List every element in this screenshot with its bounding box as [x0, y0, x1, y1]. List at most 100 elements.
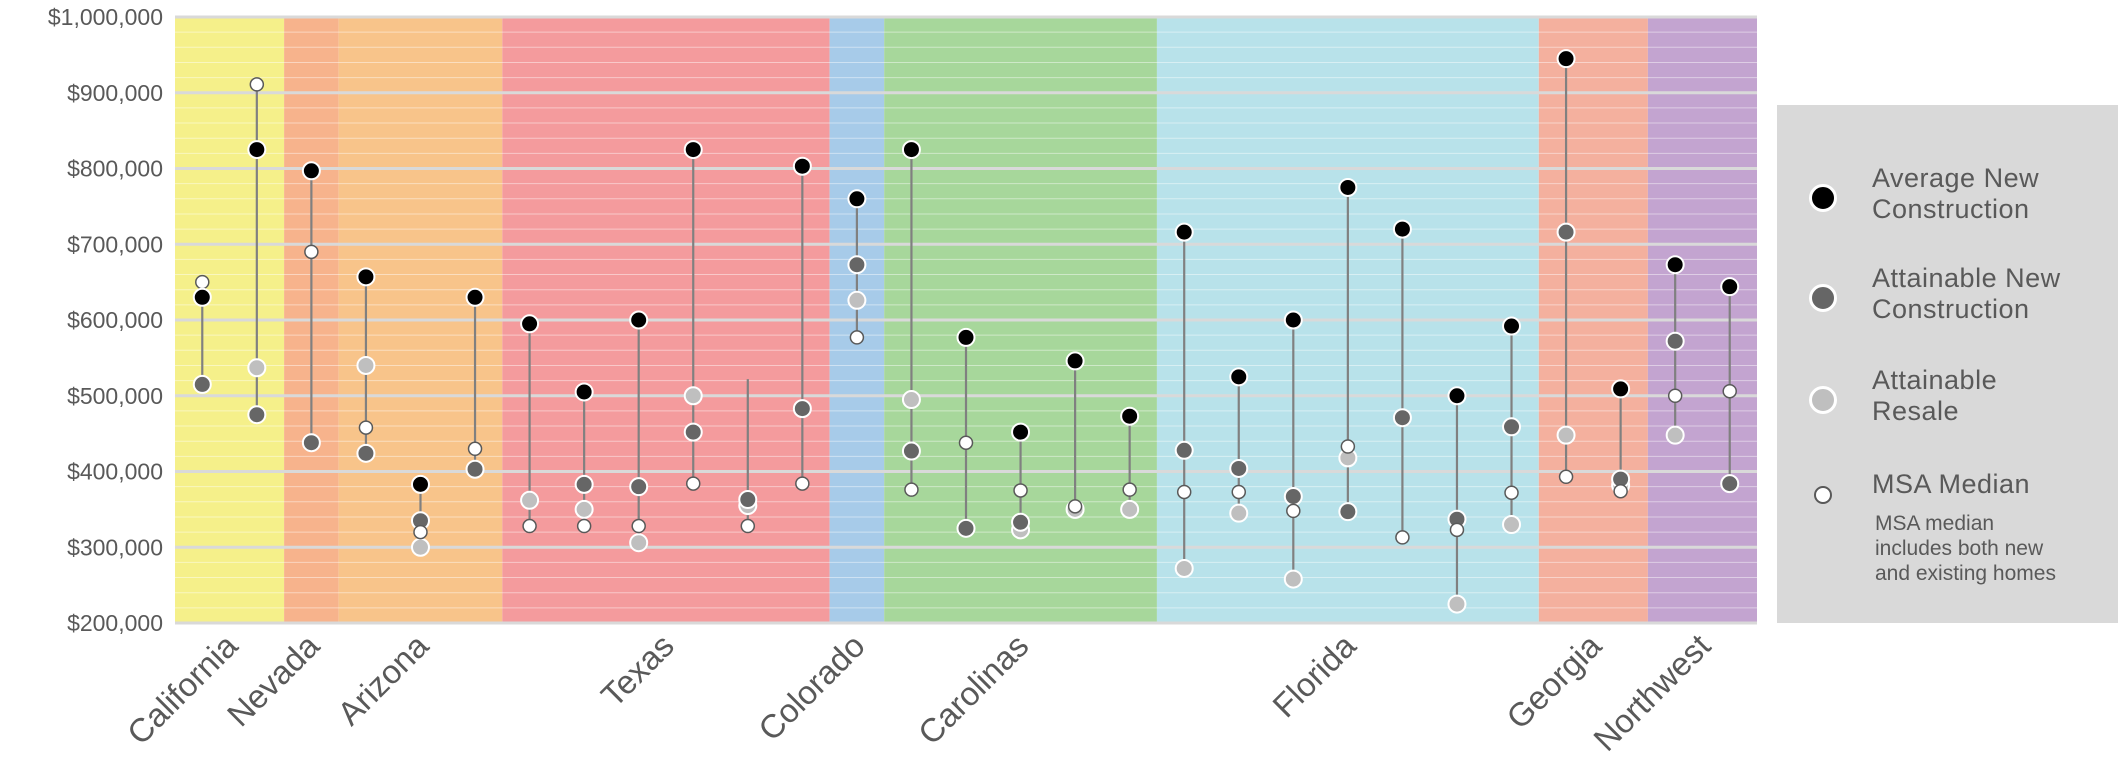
y-tick-label: $600,000: [67, 307, 163, 333]
legend-note: MSA median includes both new and existin…: [1875, 511, 2110, 586]
point-attainable-resale: [247, 358, 267, 378]
point-msa-median: [849, 330, 865, 345]
point-attainable-new-construction: [1011, 512, 1031, 532]
legend-label-line: Attainable: [1872, 365, 1998, 395]
point-average-new-construction: [1065, 351, 1085, 371]
region-label-california: California: [120, 626, 245, 751]
point-msa-median: [904, 482, 919, 497]
point-average-new-construction: [629, 310, 649, 330]
point-average-new-construction: [847, 189, 867, 209]
point-average-new-construction: [1720, 277, 1740, 297]
point-attainable-new-construction: [1174, 440, 1194, 460]
point-msa-median: [958, 435, 974, 450]
point-msa-median: [249, 77, 265, 92]
point-msa-median: [358, 420, 374, 435]
point-attainable-new-construction: [301, 433, 321, 453]
point-average-new-construction: [1392, 219, 1412, 239]
legend-note-line: and existing homes: [1875, 562, 2056, 585]
point-attainable-resale: [520, 490, 540, 510]
point-msa-median: [1504, 485, 1519, 500]
point-attainable-resale: [574, 499, 594, 519]
point-average-new-construction: [192, 287, 212, 307]
point-msa-median: [1231, 484, 1247, 500]
point-msa-median: [740, 518, 756, 534]
point-msa-median: [795, 476, 810, 491]
point-msa-median: [304, 244, 319, 260]
point-average-new-construction: [247, 140, 267, 160]
point-attainable-resale: [901, 390, 921, 410]
y-tick-label: $900,000: [67, 80, 163, 106]
legend-note-line: includes both new: [1875, 537, 2044, 560]
point-msa-median: [1395, 530, 1410, 545]
point-average-new-construction: [1174, 222, 1194, 242]
region-label-nevada: Nevada: [220, 626, 327, 733]
point-msa-median: [1176, 484, 1192, 500]
point-average-new-construction: [1283, 310, 1303, 330]
legend-label-line: Attainable New: [1872, 263, 2061, 293]
legend-marker-msa-median: [1814, 486, 1832, 504]
point-attainable-resale: [1665, 425, 1685, 445]
point-msa-median: [1613, 483, 1628, 499]
y-tick-label: $200,000: [67, 610, 163, 636]
point-average-new-construction: [1611, 379, 1631, 399]
point-attainable-resale: [410, 537, 430, 557]
region-label-georgia: Georgia: [1499, 626, 1609, 736]
point-average-new-construction: [356, 267, 376, 287]
region-label-texas: Texas: [594, 627, 681, 714]
point-average-new-construction: [1502, 316, 1522, 336]
y-tick-label: $700,000: [67, 231, 163, 257]
point-average-new-construction: [1229, 367, 1249, 387]
point-msa-median: [522, 518, 537, 534]
y-tick-label: $400,000: [67, 459, 163, 485]
point-attainable-new-construction: [465, 459, 485, 479]
legend: Average New Construction Attainable New …: [1777, 105, 2118, 623]
region-label-carolinas: Carolinas: [911, 627, 1036, 752]
region-label-arizona: Arizona: [330, 626, 436, 732]
region-label-northwest: Northwest: [1586, 627, 1717, 758]
point-attainable-resale: [1120, 499, 1140, 519]
legend-label-attainable-new-construction: Attainable New Construction: [1872, 263, 2061, 325]
point-average-new-construction: [1556, 49, 1576, 69]
point-msa-median: [195, 274, 210, 290]
y-tick-label: $500,000: [67, 383, 163, 409]
point-attainable-new-construction: [1720, 474, 1740, 494]
point-attainable-new-construction: [1502, 417, 1522, 437]
point-average-new-construction: [792, 156, 812, 176]
point-average-new-construction: [683, 140, 703, 160]
point-msa-median: [685, 476, 701, 491]
point-msa-median: [1067, 499, 1083, 514]
point-attainable-new-construction: [1665, 331, 1685, 351]
point-attainable-new-construction: [629, 477, 649, 497]
point-attainable-resale: [1174, 558, 1194, 578]
point-attainable-resale: [847, 290, 867, 310]
legend-marker-average-new-construction: [1809, 184, 1837, 212]
point-attainable-resale: [683, 386, 703, 406]
point-msa-median: [1722, 383, 1737, 399]
point-msa-median: [1013, 483, 1028, 498]
y-axis-tick-labels: $1,000,000 $900,000 $800,000 $700,000 $600,0…: [48, 4, 163, 636]
point-msa-median: [467, 441, 483, 457]
point-attainable-resale: [1229, 503, 1249, 523]
point-attainable-new-construction: [901, 441, 921, 461]
point-attainable-resale: [629, 533, 649, 553]
legend-label-line: MSA Median: [1872, 469, 2031, 499]
point-average-new-construction: [574, 382, 594, 402]
point-msa-median: [631, 518, 646, 534]
point-attainable-new-construction: [356, 443, 376, 463]
point-average-new-construction: [1665, 255, 1685, 275]
point-attainable-new-construction: [738, 490, 758, 510]
point-attainable-new-construction: [192, 374, 212, 394]
point-attainable-new-construction: [1556, 222, 1576, 242]
point-msa-median: [1558, 469, 1574, 485]
point-attainable-resale: [1502, 515, 1522, 535]
region-label-colorado: Colorado: [751, 627, 872, 748]
y-tick-label: $800,000: [67, 156, 163, 182]
point-average-new-construction: [956, 327, 976, 347]
point-average-new-construction: [301, 161, 321, 181]
point-attainable-new-construction: [683, 422, 703, 442]
point-average-new-construction: [520, 314, 540, 334]
point-attainable-resale: [1283, 569, 1303, 589]
price-range-chart: $1,000,000 $900,000 $800,000 $700,000 $600,0…: [48, 4, 1757, 758]
point-average-new-construction: [1011, 422, 1031, 442]
legend-note-line: MSA median: [1875, 512, 1995, 535]
